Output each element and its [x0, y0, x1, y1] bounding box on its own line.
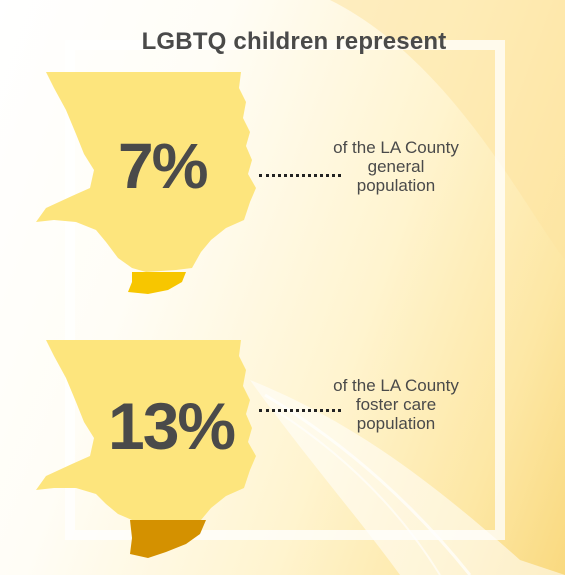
stat-value: 7%: [118, 130, 208, 202]
dotted-connector: [259, 174, 341, 177]
stat-value: 13%: [108, 389, 236, 463]
la-county-map-icon: [36, 72, 256, 294]
stat-description: of the LA County foster care population: [306, 376, 486, 433]
stat-description-line: of the LA County: [333, 138, 459, 157]
stat-description-line: population: [356, 414, 436, 433]
county-shape: [36, 72, 256, 272]
decorative-frame: [65, 40, 505, 540]
stat-description: of the LA County general population: [306, 138, 486, 195]
stat-description-line: foster care: [355, 395, 437, 414]
county-highlight: [130, 520, 206, 558]
headline: LGBTQ children represent: [141, 28, 447, 55]
stat-description-line: of the LA County: [333, 376, 459, 395]
dotted-connector: [259, 409, 341, 412]
county-shape: [36, 340, 256, 522]
la-county-map-icon: [36, 340, 256, 558]
stat-description-line: population: [356, 176, 436, 195]
county-highlight: [128, 272, 186, 294]
stat-description-line: general: [367, 157, 425, 176]
